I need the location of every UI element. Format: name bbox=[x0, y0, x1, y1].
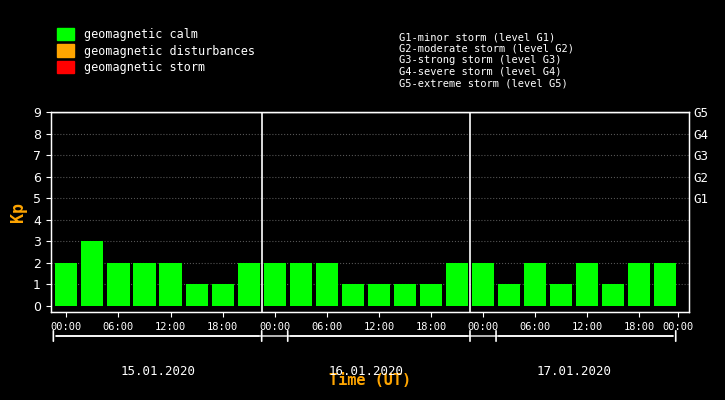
Bar bbox=[238, 262, 260, 306]
Bar bbox=[550, 284, 572, 306]
Bar bbox=[107, 262, 130, 306]
Bar bbox=[264, 262, 286, 306]
Bar bbox=[628, 262, 650, 306]
Y-axis label: Kp: Kp bbox=[9, 202, 28, 222]
Bar bbox=[186, 284, 207, 306]
Bar bbox=[498, 284, 520, 306]
Bar bbox=[472, 262, 494, 306]
Bar bbox=[212, 284, 233, 306]
Text: G1-minor storm (level G1)
G2-moderate storm (level G2)
G3-strong storm (level G3: G1-minor storm (level G1) G2-moderate st… bbox=[399, 32, 573, 88]
Bar bbox=[420, 284, 442, 306]
Bar bbox=[290, 262, 312, 306]
Bar bbox=[55, 262, 78, 306]
Text: 15.01.2020: 15.01.2020 bbox=[120, 365, 195, 378]
Bar bbox=[602, 284, 624, 306]
Bar bbox=[368, 284, 390, 306]
Bar bbox=[394, 284, 416, 306]
Bar bbox=[524, 262, 546, 306]
Bar bbox=[446, 262, 468, 306]
Text: 16.01.2020: 16.01.2020 bbox=[328, 365, 403, 378]
X-axis label: Time (UT): Time (UT) bbox=[328, 373, 411, 388]
Bar bbox=[81, 241, 104, 306]
Bar bbox=[315, 262, 338, 306]
Bar bbox=[341, 284, 364, 306]
Legend: geomagnetic calm, geomagnetic disturbances, geomagnetic storm: geomagnetic calm, geomagnetic disturbanc… bbox=[57, 28, 254, 74]
Bar bbox=[576, 262, 598, 306]
Bar bbox=[160, 262, 181, 306]
Text: 17.01.2020: 17.01.2020 bbox=[536, 365, 612, 378]
Bar bbox=[654, 262, 676, 306]
Bar bbox=[133, 262, 156, 306]
